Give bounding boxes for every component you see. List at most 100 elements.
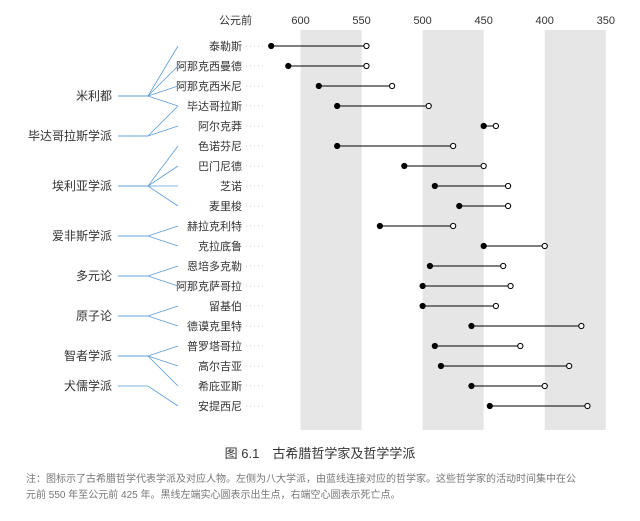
philosopher-label: 希庇亚斯	[198, 379, 242, 393]
birth-marker	[469, 383, 474, 388]
axis-tick-label: 350	[597, 15, 615, 27]
school-connector	[118, 166, 178, 186]
figure-caption-note: 元前 550 年至公元前 425 年。黑线左端实心圆表示出生点，右端空心圆表示死…	[26, 488, 400, 501]
school-label: 多元论	[76, 269, 112, 283]
year-band	[301, 30, 362, 430]
school-connector	[118, 236, 178, 246]
philosopher-label: 阿那克西米尼	[176, 80, 242, 93]
death-marker	[390, 83, 395, 88]
death-marker	[567, 363, 572, 368]
birth-marker	[481, 123, 486, 128]
figure-caption-note: 注：图标示了古希腊哲学代表学派及对应人物。左侧为八大学派，由蓝线连接对应的哲学家…	[26, 472, 576, 485]
philosopher-rows: 泰勒斯阿那克西曼德阿那克西米尼毕达哥拉斯阿尔克莽色诺芬尼巴门尼德芝诺麦里梭赫拉克…	[176, 39, 590, 413]
school-connector	[118, 66, 178, 96]
philosopher-label: 泰勒斯	[209, 39, 242, 53]
death-marker	[364, 63, 369, 68]
birth-marker	[286, 63, 291, 68]
birth-marker	[487, 403, 492, 408]
death-marker	[579, 323, 584, 328]
philosopher-label: 芝诺	[220, 180, 242, 193]
school-connector	[118, 266, 178, 276]
school-label: 原子论	[76, 309, 112, 323]
school-label: 智者学派	[64, 348, 112, 363]
axis-tick-label: 550	[352, 15, 370, 27]
birth-marker	[481, 243, 486, 248]
year-band	[545, 30, 606, 430]
school-connector	[118, 386, 178, 406]
birth-marker	[335, 103, 340, 108]
school-connector	[118, 356, 178, 386]
philosopher-label: 德谟克里特	[187, 319, 242, 333]
death-marker	[501, 263, 506, 268]
school-connector	[118, 106, 178, 136]
birth-marker	[269, 43, 274, 48]
school-connector	[118, 146, 178, 186]
school-connector	[118, 86, 178, 96]
school-connector	[118, 346, 178, 356]
philosopher-label: 阿尔克莽	[198, 120, 242, 133]
birth-marker	[427, 263, 432, 268]
death-marker	[426, 103, 431, 108]
philosopher-label: 阿那克西曼德	[176, 59, 242, 73]
school-connector	[118, 306, 178, 316]
school-connector	[118, 226, 178, 236]
school-connector	[118, 316, 178, 326]
year-band	[423, 30, 484, 430]
death-marker	[508, 283, 513, 288]
death-marker	[506, 203, 511, 208]
philosopher-label: 麦里梭	[209, 199, 242, 213]
philosopher-label: 赫拉克利特	[187, 219, 242, 233]
school-label: 埃利亚学派	[52, 178, 112, 193]
axis-tick-label: 600	[291, 15, 309, 27]
birth-marker	[402, 163, 407, 168]
death-marker	[506, 183, 511, 188]
death-marker	[451, 143, 456, 148]
axis-tick-label: 500	[413, 15, 431, 27]
school-connector	[118, 96, 178, 106]
birth-marker	[432, 183, 437, 188]
death-marker	[585, 403, 590, 408]
school-label: 犬儒学派	[64, 378, 112, 393]
birth-marker	[316, 83, 321, 88]
timeline-chart: 公元前 600 550 500 450 400 350 泰勒斯阿那克西曼德阿那克西米尼毕达哥拉…	[0, 0, 640, 521]
philosopher-label: 普罗塔哥拉	[187, 339, 242, 353]
axis-title: 公元前	[219, 13, 252, 27]
birth-marker	[377, 223, 382, 228]
birth-marker	[457, 203, 462, 208]
philosopher-label: 留基伯	[209, 299, 242, 313]
school-connector	[118, 126, 178, 136]
bands	[301, 30, 606, 430]
death-marker	[542, 383, 547, 388]
birth-marker	[335, 143, 340, 148]
death-marker	[493, 303, 498, 308]
axis-tick-label: 450	[475, 15, 493, 27]
birth-marker	[420, 283, 425, 288]
school-connector	[118, 356, 178, 366]
philosopher-label: 高尔吉亚	[198, 359, 242, 373]
death-marker	[481, 163, 486, 168]
school-connector	[118, 186, 178, 206]
school-connector	[118, 46, 178, 96]
birth-marker	[469, 323, 474, 328]
death-marker	[542, 243, 547, 248]
schools: 米利都毕达哥拉斯学派埃利亚学派爱非斯学派多元论原子论智者学派犬儒学派	[28, 46, 178, 406]
philosopher-label: 巴门尼德	[198, 159, 242, 173]
figure-caption-title: 图 6.1 古希腊哲学家及哲学学派	[225, 446, 416, 461]
death-marker	[451, 223, 456, 228]
school-label: 爱非斯学派	[52, 228, 112, 243]
chart-container: 公元前 600 550 500 450 400 350 泰勒斯阿那克西曼德阿那克西米尼毕达哥拉…	[0, 0, 640, 521]
birth-marker	[432, 343, 437, 348]
school-label: 米利都	[76, 89, 112, 103]
philosopher-label: 恩培多克勒	[187, 259, 242, 273]
birth-marker	[420, 303, 425, 308]
philosopher-label: 毕达哥拉斯	[187, 99, 242, 113]
death-marker	[493, 123, 498, 128]
philosopher-label: 克拉底鲁	[198, 239, 242, 253]
birth-marker	[438, 363, 443, 368]
death-marker	[518, 343, 523, 348]
philosopher-label: 阿那克萨哥拉	[176, 279, 242, 293]
philosopher-label: 色诺芬尼	[198, 139, 242, 153]
axis-tick-label: 400	[536, 15, 554, 27]
death-marker	[364, 43, 369, 48]
school-connector	[118, 276, 178, 286]
